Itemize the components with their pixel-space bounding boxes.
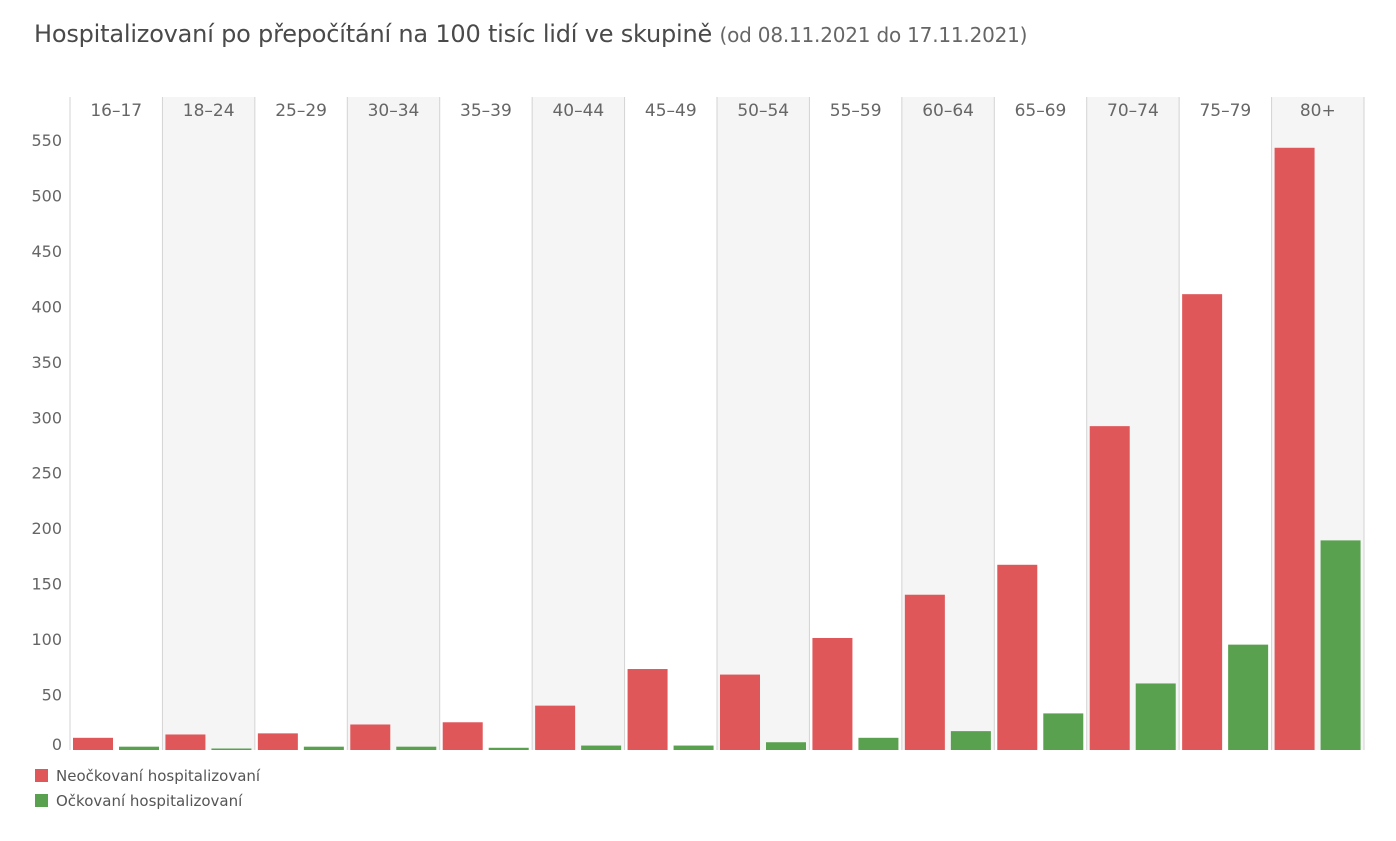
category-label: 25–29 — [275, 101, 327, 121]
legend-label-unvaccinated: Neočkovaní hospitalizovaní — [56, 766, 261, 785]
y-tick-label: 350 — [31, 353, 62, 372]
bar-vaccinated[interactable] — [396, 746, 437, 750]
bar-unvaccinated[interactable] — [73, 737, 113, 750]
bar-unvaccinated[interactable] — [720, 674, 760, 750]
bar-vaccinated[interactable] — [303, 746, 344, 750]
y-tick-label: 0 — [52, 735, 62, 754]
category-bands — [69, 97, 1365, 750]
legend: Neočkovaní hospitalizovaní Očkovaní hosp… — [35, 763, 260, 813]
category-label: 16–17 — [90, 101, 142, 121]
legend-swatch-vaccinated — [35, 794, 48, 807]
category-label: 35–39 — [460, 101, 512, 121]
bars — [73, 147, 1361, 751]
bar-vaccinated[interactable] — [581, 745, 622, 750]
category-label: 65–69 — [1015, 101, 1067, 121]
category-label: 45–49 — [645, 101, 697, 121]
bar-unvaccinated[interactable] — [257, 733, 298, 750]
bar-vaccinated[interactable] — [488, 747, 529, 750]
bar-vaccinated[interactable] — [1228, 644, 1269, 750]
bar-vaccinated[interactable] — [858, 737, 899, 750]
category-label: 30–34 — [368, 101, 420, 121]
bar-unvaccinated[interactable] — [812, 637, 853, 750]
bar-unvaccinated[interactable] — [997, 564, 1038, 750]
bar-unvaccinated[interactable] — [442, 722, 483, 750]
bar-unvaccinated[interactable] — [1274, 147, 1315, 750]
bar-vaccinated[interactable] — [1043, 713, 1084, 750]
chart-title: Hospitalizovaní po přepočítání na 100 ti… — [34, 20, 1027, 48]
category-label: 60–64 — [922, 101, 974, 121]
y-tick-label: 400 — [31, 297, 62, 316]
chart-subtitle: (od 08.11.2021 do 17.11.2021) — [719, 23, 1028, 47]
bar-unvaccinated[interactable] — [1089, 426, 1130, 750]
category-label: 40–44 — [552, 101, 604, 121]
bar-vaccinated[interactable] — [1320, 540, 1361, 750]
bar-vaccinated[interactable] — [766, 742, 806, 750]
y-tick-label: 200 — [31, 519, 62, 538]
legend-label-vaccinated: Očkovaní hospitalizovaní — [56, 791, 243, 810]
bar-vaccinated[interactable] — [119, 746, 159, 750]
y-tick-label: 550 — [31, 131, 62, 150]
y-tick-label: 500 — [31, 186, 62, 205]
chart-title-main: Hospitalizovaní po přepočítání na 100 ti… — [34, 20, 713, 48]
y-axis: 0 50 100 150 200 250 300 350 400 450 500 550 — [31, 131, 62, 754]
bar-unvaccinated[interactable] — [535, 705, 576, 750]
y-tick-label: 50 — [42, 686, 62, 705]
bar-vaccinated[interactable] — [211, 748, 252, 751]
category-band — [532, 97, 625, 750]
category-band — [717, 97, 810, 750]
category-band — [347, 97, 440, 750]
bar-unvaccinated[interactable] — [904, 594, 945, 750]
y-tick-label: 300 — [31, 408, 62, 427]
category-label: 50–54 — [737, 101, 789, 121]
bar-vaccinated[interactable] — [950, 731, 991, 750]
y-tick-label: 100 — [31, 630, 62, 649]
category-label: 75–79 — [1199, 101, 1251, 121]
bar-vaccinated[interactable] — [1135, 683, 1176, 750]
bar-unvaccinated[interactable] — [165, 734, 206, 750]
category-headers: 16–17 18–24 25–29 30–34 35–39 40–44 45–49 50–54… — [90, 101, 1335, 121]
category-label: 70–74 — [1107, 101, 1159, 121]
bar-unvaccinated[interactable] — [350, 724, 391, 750]
category-band — [162, 97, 255, 750]
legend-item-vaccinated[interactable]: Očkovaní hospitalizovaní — [35, 788, 260, 813]
legend-swatch-unvaccinated — [35, 769, 48, 782]
bar-unvaccinated[interactable] — [627, 669, 668, 750]
y-tick-label: 150 — [31, 575, 62, 594]
category-label: 55–59 — [830, 101, 882, 121]
category-label: 80+ — [1300, 101, 1336, 121]
legend-item-unvaccinated[interactable]: Neočkovaní hospitalizovaní — [35, 763, 260, 788]
y-tick-label: 450 — [31, 242, 62, 261]
bar-vaccinated[interactable] — [673, 745, 714, 750]
category-label: 18–24 — [183, 101, 235, 121]
y-tick-label: 250 — [31, 464, 62, 483]
bar-unvaccinated[interactable] — [1182, 294, 1223, 750]
